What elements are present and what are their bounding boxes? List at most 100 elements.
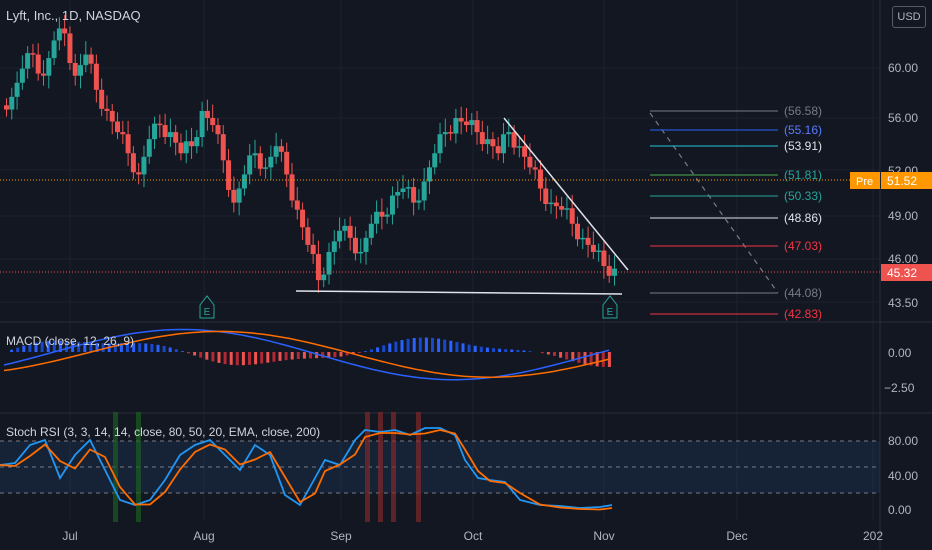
macd-histogram-bar <box>510 349 514 352</box>
stoch-rsi-pane[interactable] <box>0 412 880 522</box>
fib-level[interactable]: (44.08) <box>650 286 822 300</box>
macd-legend[interactable]: MACD (close, 12, 26, 9) <box>6 334 135 348</box>
time-label: Dec <box>726 529 747 543</box>
candle <box>495 137 501 161</box>
candle <box>4 98 9 117</box>
candle <box>252 139 258 169</box>
macd-pane[interactable] <box>3 328 611 381</box>
fib-level[interactable]: (55.16) <box>650 123 822 137</box>
candle <box>590 231 596 259</box>
macd-histogram-bar <box>437 338 441 352</box>
macd-histogram-bar <box>187 352 190 354</box>
candle <box>130 146 136 180</box>
fib-level-label: (48.86) <box>784 211 822 225</box>
candle <box>136 163 142 185</box>
candle <box>247 144 253 185</box>
candle <box>83 41 89 73</box>
macd-histogram-bar <box>394 341 398 352</box>
fib-level[interactable]: (51.81) <box>650 168 822 182</box>
macd-histogram-bar <box>211 352 215 362</box>
candle <box>241 165 247 196</box>
candle <box>310 233 316 264</box>
candle <box>19 55 25 90</box>
candle <box>157 114 163 138</box>
macd-histogram-bar <box>315 352 319 359</box>
macd-histogram-bar <box>363 351 367 352</box>
candle <box>400 175 406 200</box>
candle <box>389 186 395 225</box>
fib-trend-dashed[interactable] <box>649 112 779 294</box>
candle <box>405 180 411 199</box>
macd-histogram-bar <box>193 352 197 356</box>
earnings-marker[interactable]: E <box>199 295 215 319</box>
macd-histogram-bar <box>424 337 428 352</box>
fib-level[interactable]: (48.86) <box>650 211 822 225</box>
candle <box>442 118 448 147</box>
fib-level[interactable]: (50.33) <box>650 189 822 203</box>
stoch-rsi-legend[interactable]: Stoch RSI (3, 3, 14, 14, close, 80, 50, … <box>6 425 321 439</box>
candle <box>321 267 327 288</box>
candle <box>347 216 353 251</box>
time-label: Jul <box>62 529 77 543</box>
candle <box>463 108 469 133</box>
macd-histogram-bar <box>357 352 361 353</box>
candle <box>580 228 586 250</box>
candle <box>564 196 570 220</box>
macd-histogram-bar <box>10 349 14 352</box>
candle <box>469 113 475 135</box>
macd-histogram-bar <box>266 352 270 363</box>
candle <box>358 238 364 264</box>
earnings-marker[interactable]: E <box>602 295 618 319</box>
candle <box>25 46 31 79</box>
macd-histogram-bar <box>119 343 123 352</box>
macd-histogram-bar <box>461 343 465 352</box>
stoch-k-line <box>0 427 613 509</box>
premarket-tag: Pre 51.52 <box>850 172 932 189</box>
descending-trendline[interactable] <box>503 117 629 271</box>
time-label: Sep <box>330 529 352 543</box>
candle <box>559 196 565 217</box>
macd-histogram-bar <box>546 352 550 355</box>
macd-histogram-bar <box>95 343 99 352</box>
fib-level[interactable]: (53.91) <box>650 139 822 153</box>
drawings[interactable] <box>295 112 779 295</box>
candle <box>141 145 147 188</box>
symbol-title[interactable]: Lyft, Inc., 1D, NASDAQ <box>6 8 141 23</box>
currency-button[interactable]: USD <box>892 6 926 28</box>
candle <box>315 240 321 293</box>
macd-histogram-bar <box>248 352 251 365</box>
macd-axis-label: −2.50 <box>884 381 915 395</box>
macd-histogram-bar <box>52 340 56 352</box>
candle <box>448 125 454 141</box>
fib-retracement[interactable]: (56.58) (55.16) (53.91) (51.81) (50.33) (48.8… <box>650 104 822 321</box>
fib-level[interactable]: (42.83) <box>650 307 822 321</box>
macd-histogram-bar <box>607 352 611 367</box>
candle <box>194 129 200 154</box>
candle <box>596 243 602 262</box>
macd-histogram-bar <box>223 352 227 365</box>
macd-histogram-bar <box>302 352 306 359</box>
candlestick-series <box>4 15 617 293</box>
time-axis[interactable]: Jul Aug Sep Oct Nov Dec 202 <box>62 529 883 543</box>
candle <box>384 207 390 224</box>
macd-histogram-bar <box>229 352 233 365</box>
price-label: 60.00 <box>888 61 918 75</box>
fib-level-label: (44.08) <box>784 286 822 300</box>
candle <box>548 189 554 214</box>
support-line[interactable] <box>295 290 623 295</box>
price-axis[interactable]: 60.00 56.00 52.00 49.00 46.00 43.50 0.00… <box>884 61 918 517</box>
time-label: Aug <box>193 529 214 543</box>
macd-histogram-bar <box>485 347 489 352</box>
fib-level[interactable]: (47.03) <box>650 239 822 253</box>
macd-histogram-bar <box>309 352 312 359</box>
signal-highlight-bar <box>378 412 383 522</box>
candle <box>289 163 295 208</box>
macd-histogram-bar <box>418 337 422 352</box>
macd-histogram-bar <box>272 352 276 362</box>
macd-histogram-bar <box>132 343 136 352</box>
macd-histogram-bar <box>40 341 44 352</box>
macd-histogram-bar <box>77 341 81 352</box>
macd-histogram-bar <box>376 347 380 352</box>
fib-level[interactable]: (56.58) <box>650 104 822 118</box>
